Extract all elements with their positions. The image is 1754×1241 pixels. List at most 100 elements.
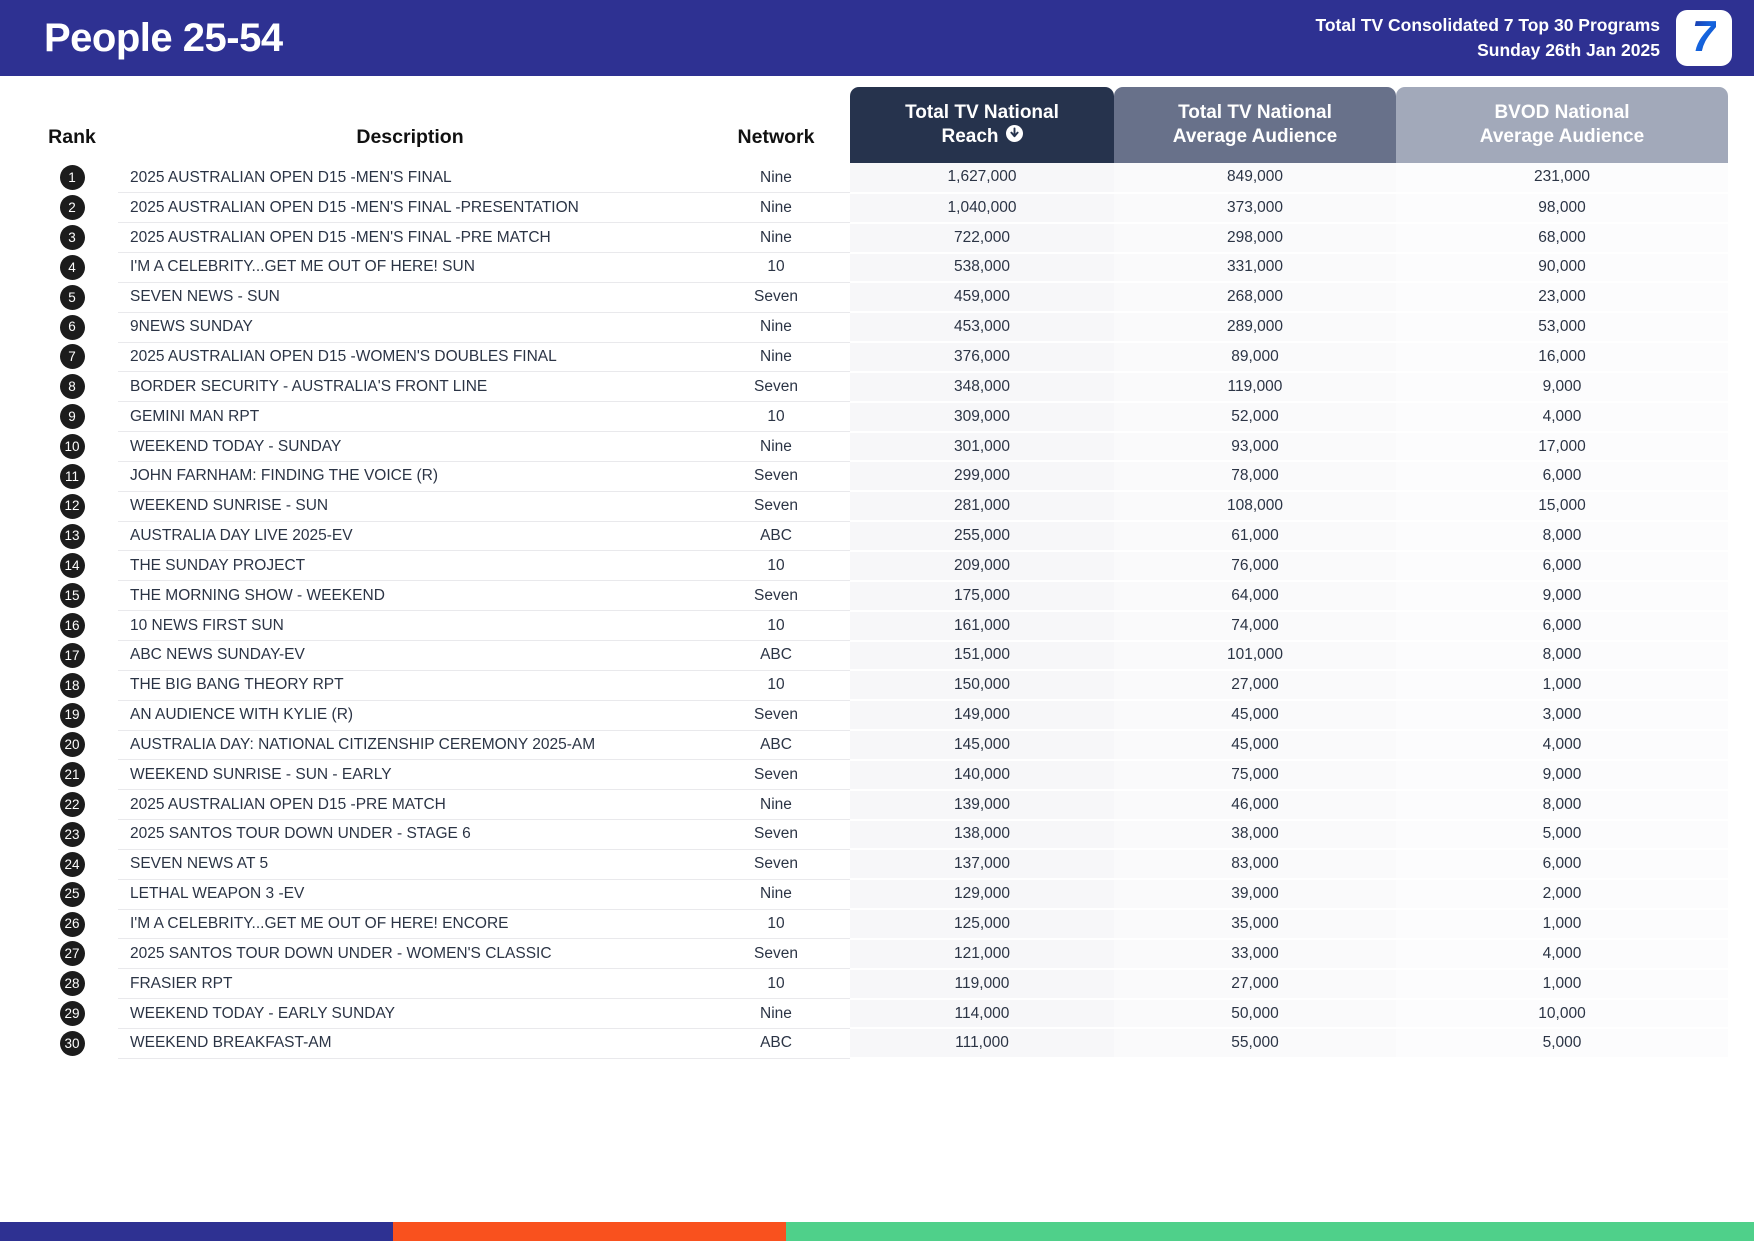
- column-header-network[interactable]: Network: [702, 76, 850, 163]
- network-cell: Nine: [702, 163, 850, 194]
- total-tv-average-audience-cell: 75,000: [1114, 759, 1396, 791]
- table-row[interactable]: 19 AN AUDIENCE WITH KYLIE (R) Seven 149,000…: [26, 700, 1728, 732]
- total-tv-average-audience-cell: 849,000: [1114, 163, 1396, 194]
- program-description-cell: THE BIG BANG THEORY RPT: [118, 670, 702, 701]
- table-row[interactable]: 14 THE SUNDAY PROJECT 10 209,000 76,000 6,000: [26, 550, 1728, 582]
- metric3-line1: BVOD National: [1494, 102, 1630, 124]
- table-row[interactable]: 3 2025 AUSTRALIAN OPEN D15 -MEN'S FINAL -…: [26, 222, 1728, 254]
- rank-badge: 13: [59, 523, 85, 549]
- network-cell: ABC: [702, 640, 850, 671]
- program-description-cell: I'M A CELEBRITY...GET ME OUT OF HERE! EN…: [118, 909, 702, 940]
- column-header-bvod-average-audience[interactable]: BVOD National Average Audience: [1396, 76, 1728, 163]
- bvod-average-audience-cell: 9,000: [1396, 759, 1728, 791]
- total-tv-average-audience-cell: 101,000: [1114, 640, 1396, 672]
- program-description-cell: ABC NEWS SUNDAY-EV: [118, 640, 702, 671]
- rank-badge: 7: [59, 344, 85, 370]
- total-tv-reach-cell: 145,000: [850, 730, 1114, 761]
- table-row[interactable]: 15 THE MORNING SHOW - WEEKEND Seven 175,000…: [26, 580, 1728, 612]
- program-description-cell: 2025 AUSTRALIAN OPEN D15 -WOMEN'S DOUBLE…: [118, 342, 702, 373]
- table-row[interactable]: 6 9NEWS SUNDAY Nine 453,000 289,000 53,000: [26, 312, 1728, 344]
- bvod-average-audience-cell: 90,000: [1396, 252, 1728, 284]
- table-row[interactable]: 29 WEEKEND TODAY - EARLY SUNDAY Nine 114,00…: [26, 998, 1728, 1030]
- rank-badge: 3: [59, 225, 85, 251]
- total-tv-average-audience-cell: 27,000: [1114, 670, 1396, 702]
- bvod-average-audience-cell: 6,000: [1396, 550, 1728, 582]
- bvod-average-audience-cell: 16,000: [1396, 342, 1728, 373]
- table-row[interactable]: 17 ABC NEWS SUNDAY-EV ABC 151,000 101,000 8,0…: [26, 640, 1728, 672]
- rank-badge: 11: [59, 463, 85, 489]
- table-row[interactable]: 27 2025 SANTOS TOUR DOWN UNDER - WOMEN'S …: [26, 938, 1728, 970]
- table-row[interactable]: 7 2025 AUSTRALIAN OPEN D15 -WOMEN'S DOUBL…: [26, 342, 1728, 373]
- total-tv-average-audience-cell: 27,000: [1114, 968, 1396, 1000]
- total-tv-reach-cell: 209,000: [850, 550, 1114, 582]
- table-row[interactable]: 21 WEEKEND SUNRISE - SUN - EARLY Seven 140,…: [26, 759, 1728, 791]
- column-header-description[interactable]: Description: [118, 76, 702, 163]
- total-tv-reach-cell: 301,000: [850, 431, 1114, 463]
- total-tv-reach-cell: 453,000: [850, 312, 1114, 344]
- column-header-total-tv-average-audience-box: Total TV National Average Audience: [1114, 87, 1396, 163]
- rank-cell: 12: [26, 491, 118, 521]
- rank-badge: 16: [59, 613, 85, 639]
- rank-badge: 21: [59, 762, 85, 788]
- network-cell: 10: [702, 968, 850, 1000]
- table-row[interactable]: 1 2025 AUSTRALIAN OPEN D15 -MEN'S FINAL Ni…: [26, 163, 1728, 194]
- total-tv-reach-cell: 459,000: [850, 282, 1114, 314]
- program-description-cell: 2025 AUSTRALIAN OPEN D15 -PRE MATCH: [118, 789, 702, 821]
- table-row[interactable]: 9 GEMINI MAN RPT 10 309,000 52,000 4,000: [26, 401, 1728, 433]
- rank-cell: 21: [26, 760, 118, 790]
- total-tv-reach-cell: 119,000: [850, 968, 1114, 1000]
- program-description-cell: 2025 SANTOS TOUR DOWN UNDER - STAGE 6: [118, 819, 702, 850]
- column-header-rank[interactable]: Rank: [26, 76, 118, 163]
- bvod-average-audience-cell: 10,000: [1396, 998, 1728, 1030]
- table-row[interactable]: 12 WEEKEND SUNRISE - SUN Seven 281,000 108,0…: [26, 491, 1728, 523]
- table-row[interactable]: 8 BORDER SECURITY - AUSTRALIA'S FRONT LIN…: [26, 371, 1728, 403]
- total-tv-reach-cell: 151,000: [850, 640, 1114, 672]
- rank-badge: 27: [59, 941, 85, 967]
- total-tv-average-audience-cell: 78,000: [1114, 461, 1396, 493]
- rank-badge: 8: [59, 374, 85, 400]
- total-tv-reach-cell: 161,000: [850, 610, 1114, 642]
- network-cell: Nine: [702, 342, 850, 373]
- bvod-average-audience-cell: 53,000: [1396, 312, 1728, 344]
- table-row[interactable]: 5 SEVEN NEWS - SUN Seven 459,000 268,000 23,0…: [26, 282, 1728, 314]
- program-description-cell: 2025 AUSTRALIAN OPEN D15 -MEN'S FINAL -P…: [118, 192, 702, 224]
- table-row[interactable]: 25 LETHAL WEAPON 3 -EV Nine 129,000 39,000 2,…: [26, 879, 1728, 911]
- table-row[interactable]: 20 AUSTRALIA DAY: NATIONAL CITIZENSHIP CE…: [26, 730, 1728, 761]
- total-tv-reach-cell: 538,000: [850, 252, 1114, 284]
- rank-cell: 9: [26, 402, 118, 432]
- table-row[interactable]: 10 WEEKEND TODAY - SUNDAY Nine 301,000 93,00…: [26, 431, 1728, 463]
- column-header-total-tv-reach[interactable]: Total TV National Reach: [850, 76, 1114, 163]
- total-tv-average-audience-cell: 38,000: [1114, 819, 1396, 851]
- rank-cell: 27: [26, 939, 118, 969]
- program-description-cell: AN AUDIENCE WITH KYLIE (R): [118, 700, 702, 731]
- table-row[interactable]: 30 WEEKEND BREAKFAST-AM ABC 111,000 55,000 5,…: [26, 1028, 1728, 1060]
- network-cell: Nine: [702, 192, 850, 224]
- program-description-cell: 2025 SANTOS TOUR DOWN UNDER - WOMEN'S CL…: [118, 938, 702, 970]
- table-row[interactable]: 24 SEVEN NEWS AT 5 Seven 137,000 83,000 6,000: [26, 849, 1728, 881]
- network-cell: Seven: [702, 580, 850, 612]
- table-row[interactable]: 13 AUSTRALIA DAY LIVE 2025-EV ABC 255,000 61…: [26, 521, 1728, 552]
- table-row[interactable]: 16 10 NEWS FIRST SUN 10 161,000 74,000 6,000: [26, 610, 1728, 642]
- table-row[interactable]: 4 I'M A CELEBRITY...GET ME OUT OF HERE! S…: [26, 252, 1728, 284]
- column-header-total-tv-average-audience[interactable]: Total TV National Average Audience: [1114, 76, 1396, 163]
- table-row[interactable]: 2 2025 AUSTRALIAN OPEN D15 -MEN'S FINAL -…: [26, 192, 1728, 224]
- network-cell: Seven: [702, 819, 850, 850]
- total-tv-average-audience-cell: 61,000: [1114, 521, 1396, 552]
- table-row[interactable]: 26 I'M A CELEBRITY...GET ME OUT OF HERE! …: [26, 909, 1728, 940]
- rank-badge: 20: [59, 732, 85, 758]
- footer-color-bar: [0, 1222, 1754, 1241]
- table-row[interactable]: 22 2025 AUSTRALIAN OPEN D15 -PRE MATCH Nin…: [26, 789, 1728, 821]
- bvod-average-audience-cell: 15,000: [1396, 491, 1728, 523]
- bvod-average-audience-cell: 231,000: [1396, 163, 1728, 194]
- bvod-average-audience-cell: 4,000: [1396, 730, 1728, 761]
- table-row[interactable]: 28 FRASIER RPT 10 119,000 27,000 1,000: [26, 968, 1728, 1000]
- total-tv-reach-cell: 1,627,000: [850, 163, 1114, 194]
- table-row[interactable]: 11 JOHN FARNHAM: FINDING THE VOICE (R) Sev…: [26, 461, 1728, 493]
- column-header-total-tv-reach-box: Total TV National Reach: [850, 87, 1114, 163]
- table-row[interactable]: 18 THE BIG BANG THEORY RPT 10 150,000 27,000…: [26, 670, 1728, 702]
- sort-descending-icon[interactable]: [1005, 125, 1023, 149]
- rank-badge: 2: [59, 195, 85, 221]
- program-description-cell: 10 NEWS FIRST SUN: [118, 610, 702, 641]
- metric1-line1: Total TV National: [905, 102, 1059, 124]
